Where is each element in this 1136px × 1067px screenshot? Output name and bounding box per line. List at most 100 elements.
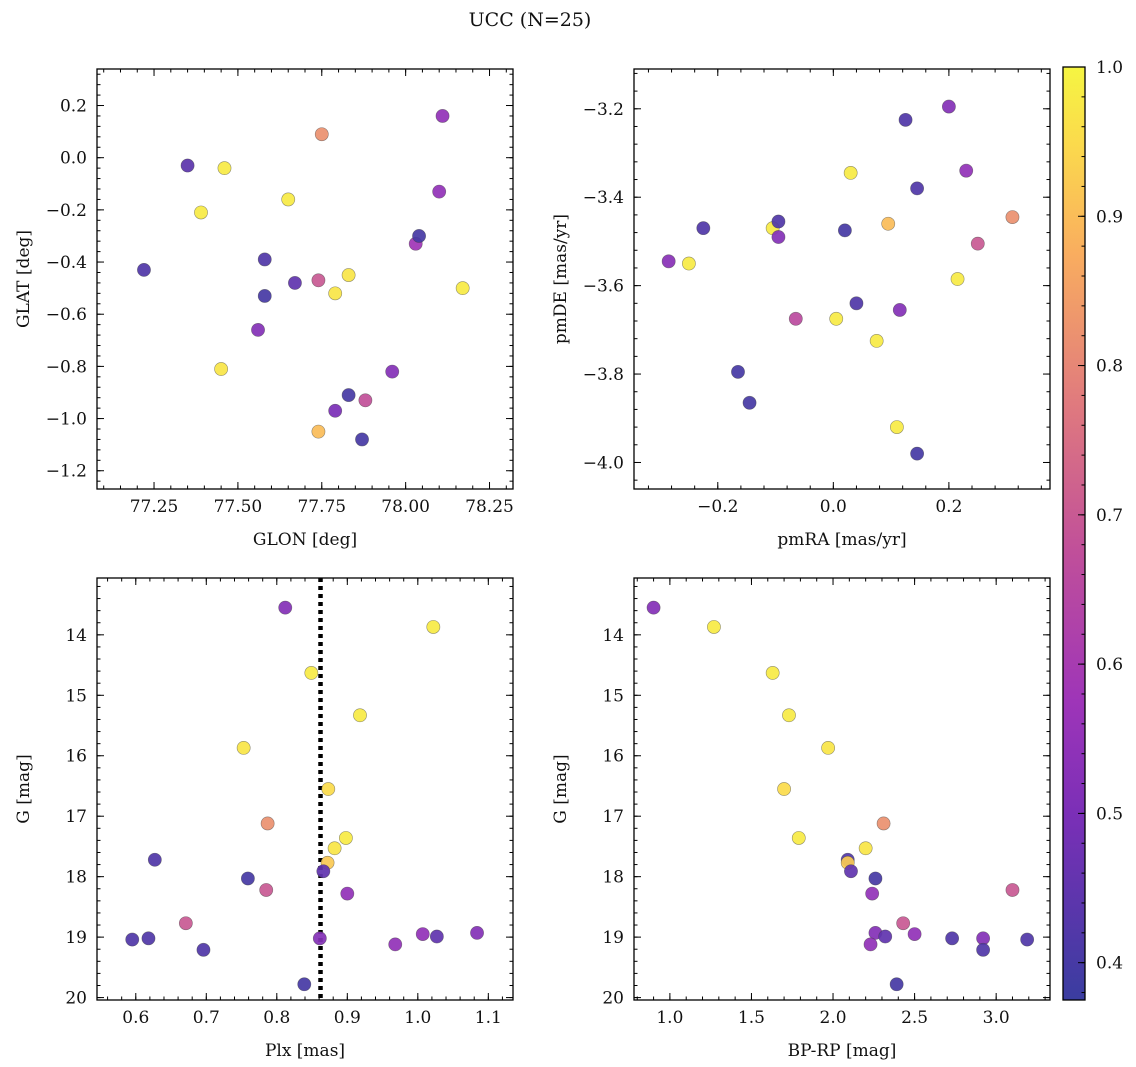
y-tick-label: 0.0 xyxy=(60,149,87,169)
y-tick-label: −3.4 xyxy=(583,188,624,208)
colorbar-tick-label: 0.5 xyxy=(1096,804,1123,824)
data-point xyxy=(340,886,355,901)
data-point xyxy=(141,931,156,946)
data-point xyxy=(959,163,974,178)
x-tick-label: −0.2 xyxy=(697,497,738,517)
x-tick-label: 0.7 xyxy=(193,1008,220,1028)
colorbar-tick-label: 0.8 xyxy=(1096,357,1123,377)
data-point xyxy=(829,311,844,326)
data-point xyxy=(217,161,232,176)
y-axis-label: G [mag] xyxy=(14,754,34,823)
data-point xyxy=(412,229,426,243)
x-tick-label: 1.1 xyxy=(475,1008,502,1028)
colorbar-tick-label: 0.6 xyxy=(1096,655,1123,675)
data-point xyxy=(214,362,229,376)
panel-top-right: −0.2 0.0 0.2 −4.0 −3.8 −3.6 −3.4 −3.2 pmRA [mas/… xyxy=(551,68,1051,550)
data-point xyxy=(950,272,965,286)
y-axis-label: pmDE [mas/yr] xyxy=(551,214,571,344)
data-point xyxy=(259,883,274,897)
y-tick-label: 0.2 xyxy=(60,97,87,117)
x-tick-label: 0.2 xyxy=(935,497,962,517)
x-tick-label: 0.6 xyxy=(122,1008,149,1028)
data-point xyxy=(777,782,791,796)
data-point xyxy=(260,816,275,831)
minor-ticks xyxy=(634,69,1050,489)
data-point xyxy=(194,205,208,220)
y-tick-label: −1.0 xyxy=(46,410,87,430)
colorbar-tick-label: 1.0 xyxy=(1096,58,1123,78)
colorbar-frame xyxy=(1062,66,1086,1001)
data-point xyxy=(304,666,319,680)
scatter-points xyxy=(661,99,1020,461)
data-point xyxy=(945,931,960,946)
data-point xyxy=(837,223,852,238)
data-point xyxy=(353,708,367,723)
panel-top-left: 77.25 77.50 77.75 78.00 78.25 −1.2 −1.0 −0.8 −0.… xyxy=(14,68,514,550)
data-point xyxy=(844,864,858,879)
data-point xyxy=(251,322,265,337)
data-point xyxy=(849,296,864,311)
scatter-points xyxy=(646,600,1035,992)
data-point xyxy=(327,841,342,856)
data-point xyxy=(865,886,880,901)
colorbar-tick-label: 0.9 xyxy=(1096,207,1123,227)
y-tick-label: −4.0 xyxy=(583,453,624,473)
data-point xyxy=(426,620,441,634)
data-point xyxy=(312,931,327,946)
y-tick-label: −3.8 xyxy=(583,365,624,385)
data-point xyxy=(455,281,470,296)
figure-title: UCC (N=25) xyxy=(469,9,592,31)
data-point xyxy=(1020,932,1035,947)
data-point xyxy=(889,977,904,992)
x-tick-label: 0.0 xyxy=(820,497,847,517)
data-point xyxy=(316,864,331,879)
y-tick-label: 14 xyxy=(602,626,624,646)
data-point xyxy=(429,929,444,944)
data-point xyxy=(281,192,296,207)
data-point xyxy=(881,216,896,231)
data-point xyxy=(341,388,356,402)
data-point xyxy=(696,221,711,236)
data-point xyxy=(311,273,326,288)
x-tick-label: 1.0 xyxy=(656,1008,683,1028)
minor-ticks xyxy=(97,578,513,1000)
data-point xyxy=(858,841,873,856)
data-point xyxy=(910,181,925,196)
data-point xyxy=(771,214,786,229)
data-point xyxy=(470,925,484,940)
data-point xyxy=(742,395,757,410)
data-point xyxy=(976,942,991,957)
data-point xyxy=(328,286,343,301)
data-point xyxy=(236,740,251,755)
data-point xyxy=(896,916,911,931)
y-tick-label: 18 xyxy=(65,868,87,888)
scatter-points xyxy=(137,109,470,447)
data-point xyxy=(843,165,858,180)
y-tick-label: 16 xyxy=(65,747,87,767)
y-tick-label: 20 xyxy=(65,989,87,1009)
axes-frame xyxy=(633,68,1051,490)
data-point xyxy=(328,403,343,418)
data-point xyxy=(868,871,883,886)
data-point xyxy=(415,927,430,942)
data-point xyxy=(288,276,302,290)
y-tick-label: 14 xyxy=(65,626,87,646)
data-point xyxy=(889,420,904,435)
data-point xyxy=(863,937,878,952)
data-point xyxy=(910,446,925,461)
x-axis-label: pmRA [mas/yr] xyxy=(777,530,906,550)
data-point xyxy=(791,831,806,845)
y-tick-label: 20 xyxy=(602,989,624,1009)
colorbar-tick-label: 0.7 xyxy=(1096,506,1123,526)
data-point xyxy=(707,620,721,634)
minor-ticks xyxy=(97,69,513,489)
y-tick-label: 19 xyxy=(602,928,624,948)
y-tick-label: −3.2 xyxy=(583,100,624,120)
data-point xyxy=(898,112,913,127)
data-point xyxy=(147,852,162,867)
data-point xyxy=(782,708,796,723)
data-point xyxy=(385,364,400,379)
data-point xyxy=(341,268,356,282)
data-point xyxy=(196,942,211,957)
x-tick-label: 1.0 xyxy=(404,1008,431,1028)
